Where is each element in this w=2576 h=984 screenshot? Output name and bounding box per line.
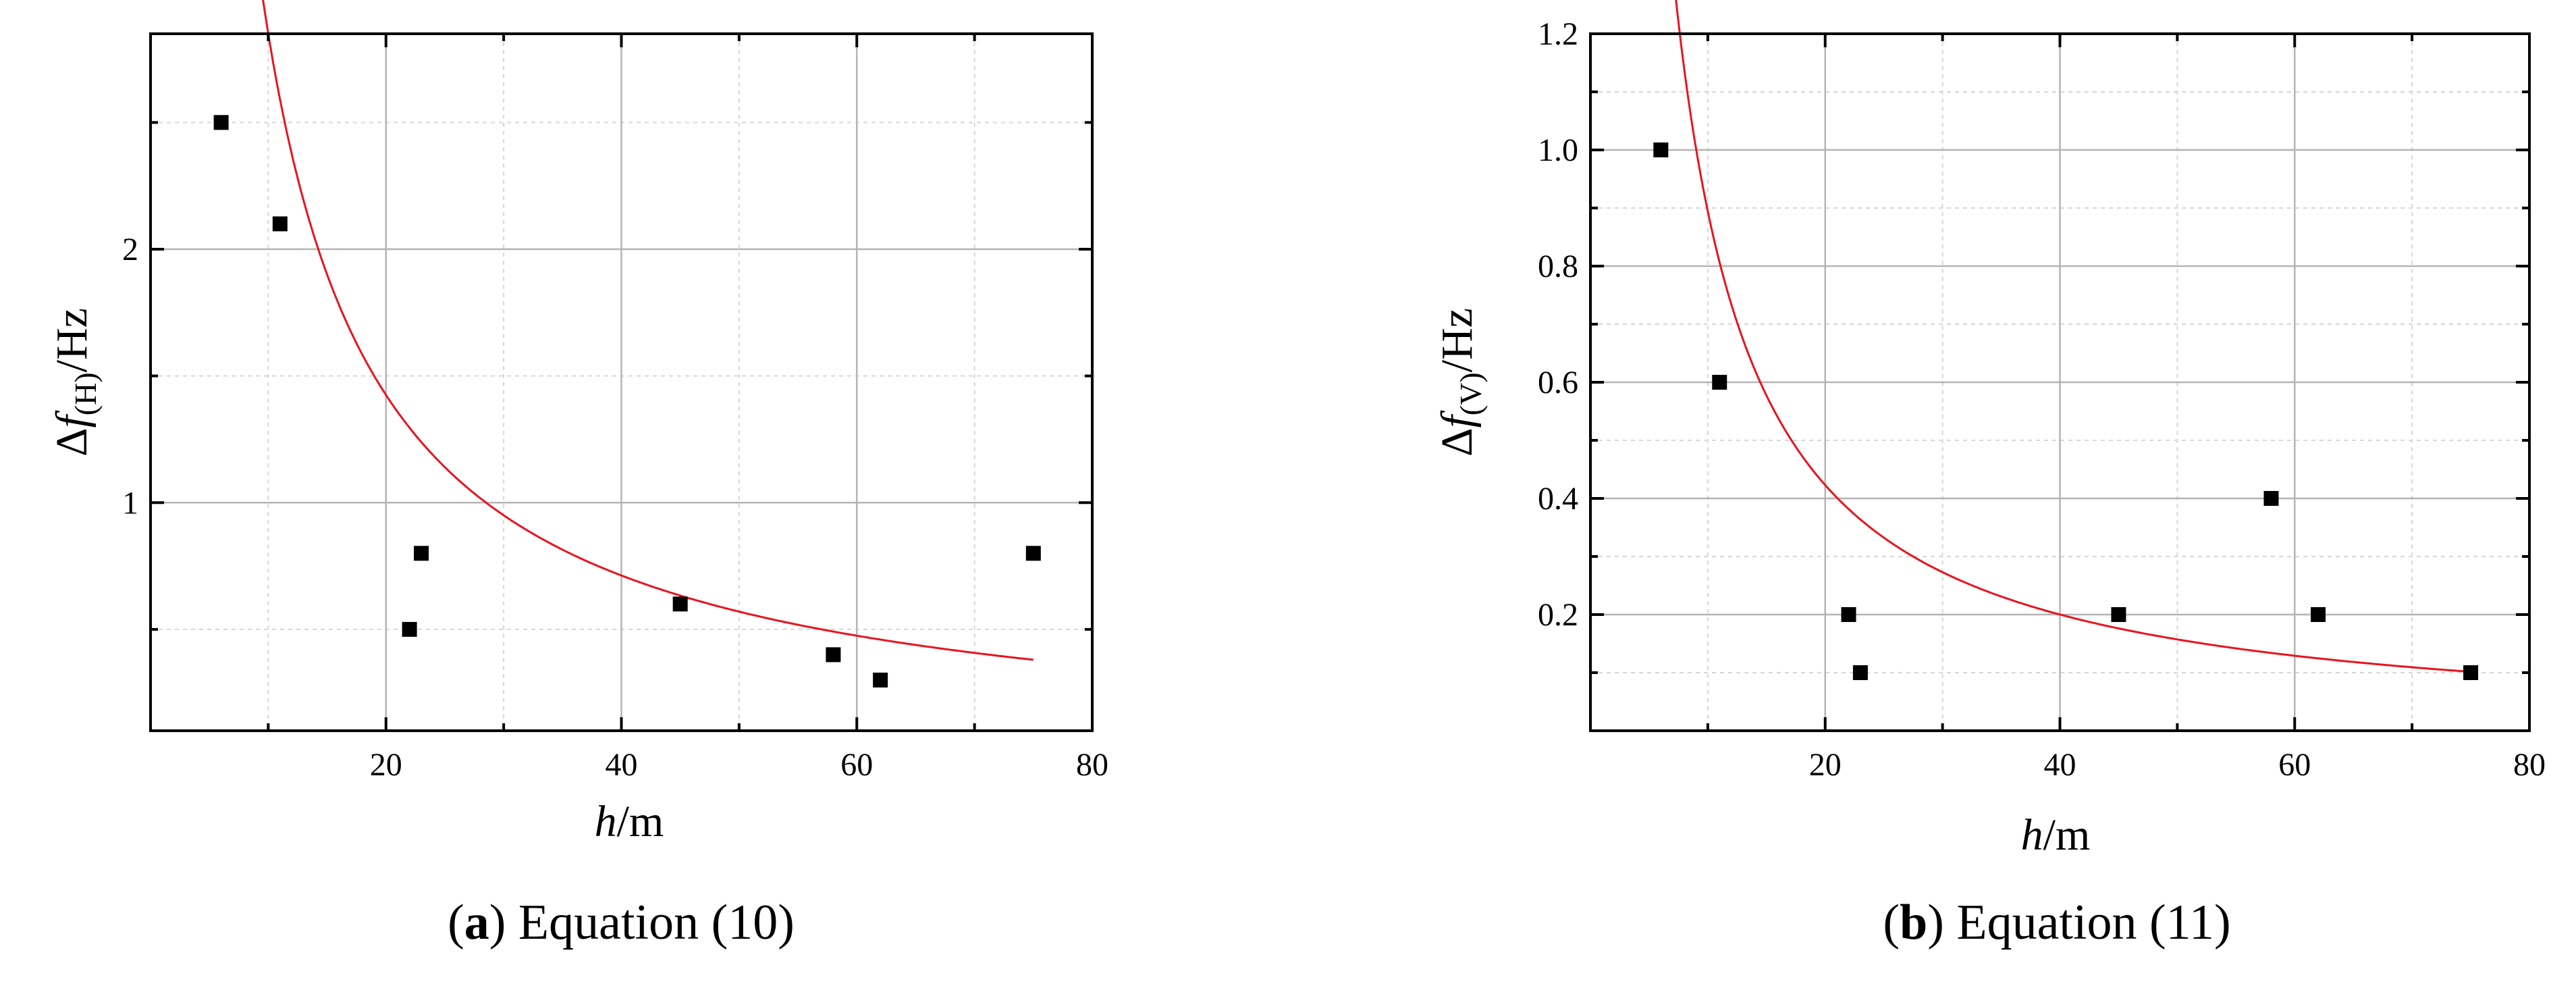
panel-b-y-tick-label: 0.2 — [1538, 597, 1578, 633]
panel-a-x-tick-label: 40 — [606, 747, 638, 783]
panel-a-x-tick-label: 60 — [840, 747, 873, 783]
panel-a-x-tick-label: 20 — [370, 747, 402, 783]
panel-a-y-tick-label: 2 — [122, 232, 138, 267]
panel-b-points — [1653, 143, 2479, 680]
panel-b-caption: (b) Equation (11) — [1883, 895, 2230, 950]
panel-b-x-tick-label: 80 — [2513, 747, 2546, 783]
panel-b-data-point — [1841, 607, 1856, 622]
panel-b-fit-curve — [1675, 0, 2471, 673]
panel-b-data-point — [1653, 143, 1669, 157]
panel-b-y-tick-label: 0.4 — [1538, 481, 1578, 517]
panel-b-chart: 20 40 60 800.20.40.60.81.01.2 h/m Δf(V)/Hz … — [1432, 0, 2546, 950]
panel-a-ticks: 20 40 60 80 1 2 — [122, 34, 1108, 783]
panel-b-y-tick-label: 0.8 — [1538, 249, 1578, 284]
panel-b-grid — [1590, 32, 2531, 731]
panel-b-y-tick-label: 1.2 — [1538, 16, 1578, 52]
panel-b-data-point — [1712, 375, 1727, 390]
panel-b-x-tick-label: 60 — [2278, 747, 2311, 783]
panel-a-caption: (a) Equation (10) — [448, 895, 795, 950]
panel-b-x-axis-label: h/m — [2021, 810, 2091, 860]
panel-b-data-point — [1852, 665, 1868, 680]
panel-a-data-point — [1025, 546, 1041, 561]
panel-a-grid — [151, 34, 1094, 731]
panel-a-data-point — [414, 546, 429, 561]
panel-b-data-point — [2111, 607, 2126, 622]
panel-a-data-point — [213, 115, 229, 130]
panel-b-y-tick-label: 0.6 — [1538, 365, 1578, 400]
panel-b-x-tick-label: 40 — [2044, 747, 2076, 783]
panel-b-data-point — [2311, 607, 2326, 622]
panel-b-x-tick-label: 20 — [1809, 747, 1842, 783]
panel-a-x-axis-label: h/m — [595, 797, 664, 846]
panel-b-y-tick-label: 1.0 — [1538, 132, 1578, 168]
panel-a-fit-curve — [262, 0, 1034, 661]
panel-a-data-point — [873, 672, 888, 688]
panel-a-x-tick-label: 80 — [1076, 747, 1108, 783]
panel-b-ticks: 20 40 60 80 0.2 0.4 0.6 0.8 1.0 1.2 — [1538, 16, 2546, 783]
panel-a-y-axis-label: Δf(H)/Hz — [47, 308, 103, 457]
panel-a-chart: 20 40 60 80 1 2 h/m Δf(H)/Hz (a) Equation (10… — [47, 0, 1108, 950]
panel-a-data-point — [672, 596, 688, 612]
panel-a-data-point — [826, 647, 841, 663]
panel-a-y-tick-label: 1 — [122, 485, 138, 521]
panel-a-data-point — [402, 621, 417, 637]
panel-b-data-point — [2463, 665, 2479, 680]
panel-b-y-axis-label: Δf(V)/Hz — [1432, 308, 1488, 457]
panel-a-data-point — [272, 216, 288, 232]
panel-a-points — [213, 115, 1041, 688]
panel-b-data-point — [2263, 491, 2279, 506]
